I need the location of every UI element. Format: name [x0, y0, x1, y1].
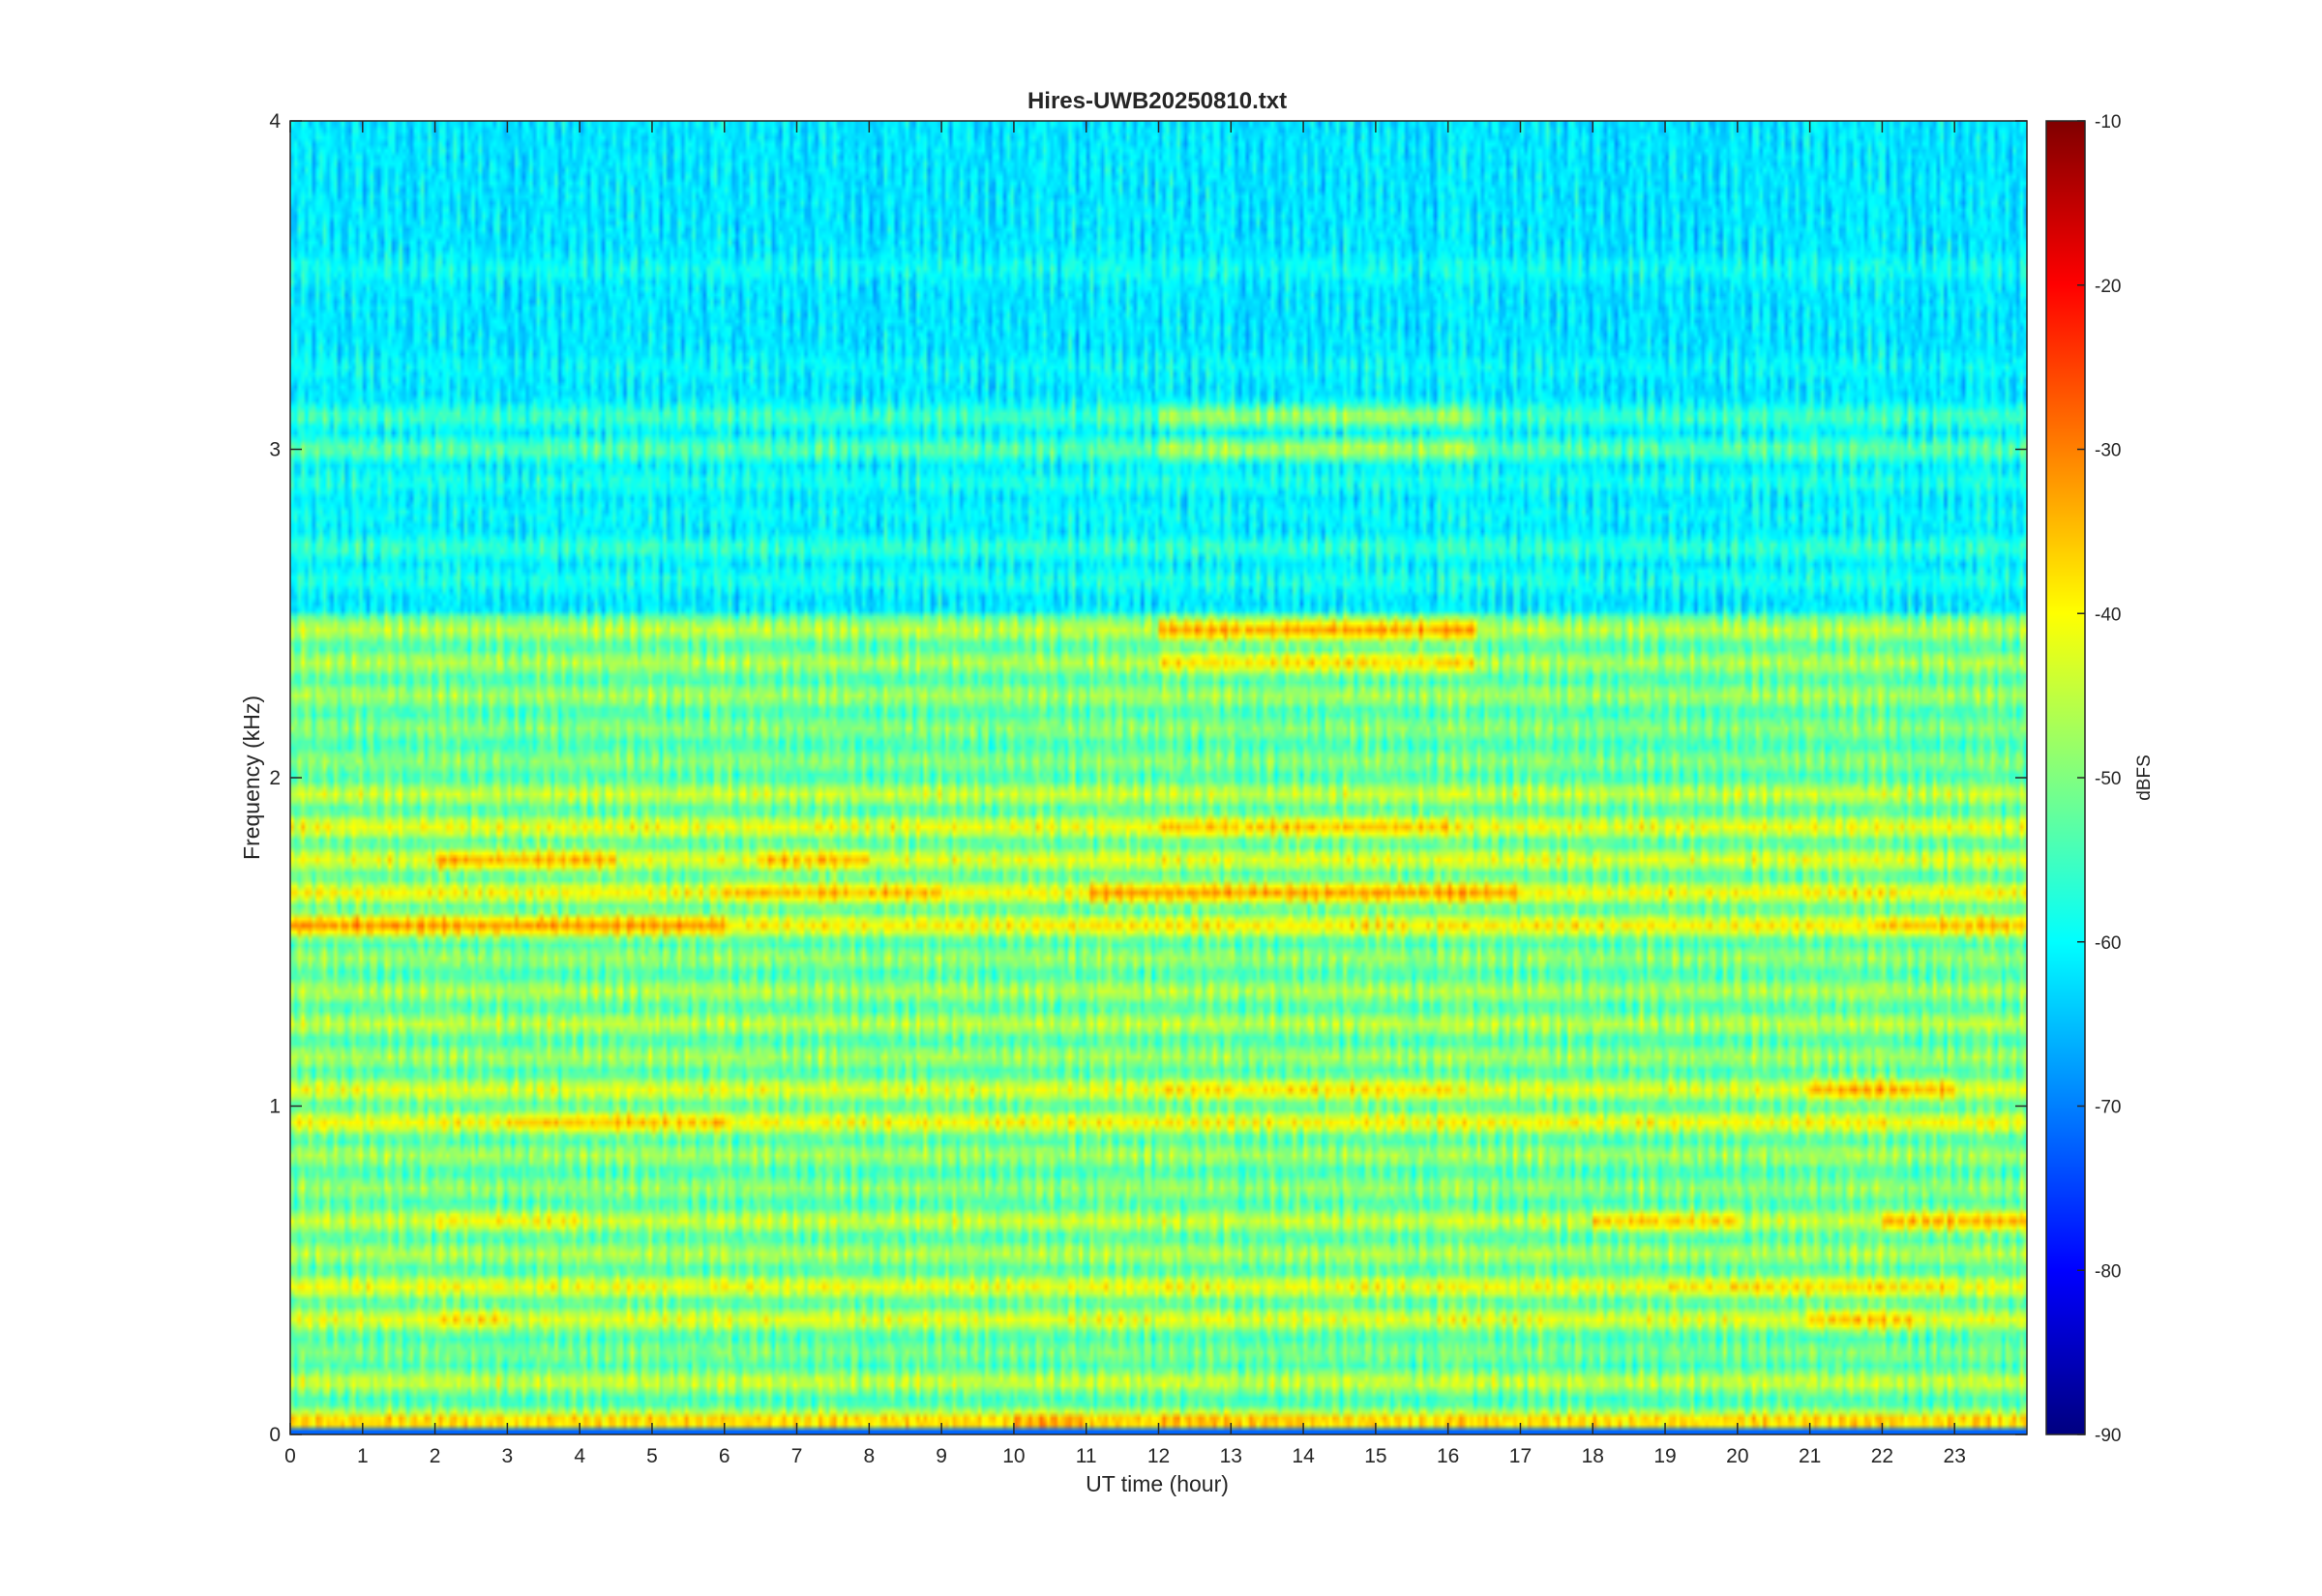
x-tick-label: 0 [284, 1445, 296, 1467]
x-axis-label: UT time (hour) [1086, 1471, 1229, 1496]
spectrogram-plot-area [289, 120, 2028, 1435]
x-tick-label: 21 [1799, 1445, 1821, 1467]
colorbar-tick-label: -20 [2095, 277, 2121, 297]
colorbar-label: dBFS [2134, 754, 2155, 801]
x-tick-label: 15 [1364, 1445, 1386, 1467]
y-tick-label: 2 [269, 767, 281, 789]
colorbar: -90 -80 -70 -60 -50 -40 -30 -20 -10 dBFS [2045, 112, 2155, 1446]
spectrogram-heatmap [290, 121, 2027, 1434]
x-tick-label: 3 [502, 1445, 514, 1467]
x-tick-label: 18 [1582, 1445, 1604, 1467]
x-tick-label: 4 [574, 1445, 585, 1467]
colorbar-tick-label: -70 [2095, 1098, 2121, 1118]
x-tick-label: 10 [1002, 1445, 1025, 1467]
x-tick-label: 14 [1292, 1445, 1315, 1467]
y-tick-label: 0 [269, 1424, 281, 1446]
x-tick-label: 16 [1437, 1445, 1459, 1467]
x-tick-label: 12 [1147, 1445, 1170, 1467]
colorbar-tick-label: -30 [2095, 441, 2121, 461]
x-tick-label: 20 [1726, 1445, 1748, 1467]
y-axis: 0 1 2 3 4 [269, 110, 2027, 1446]
y-tick-label: 3 [269, 439, 281, 461]
x-tick-label: 22 [1871, 1445, 1893, 1467]
x-axis: 0 1 2 3 4 5 6 7 8 9 10 11 12 13 14 15 16 17 18 19 20 21 22 23 [284, 121, 1966, 1467]
x-tick-label: 23 [1944, 1445, 1966, 1467]
x-tick-label: 6 [719, 1445, 730, 1467]
colorbar-tick-label: -60 [2095, 933, 2121, 954]
x-tick-label: 11 [1076, 1445, 1097, 1467]
colorbar-tick-label: -80 [2095, 1261, 2121, 1282]
chart-title: Hires-UWB20250810.txt [1027, 88, 1287, 114]
x-tick-label: 7 [791, 1445, 803, 1467]
colorbar-tick-label: -90 [2095, 1426, 2121, 1446]
colorbar-tick-label: -40 [2095, 605, 2121, 625]
colorbar-tick-label: -50 [2095, 769, 2121, 789]
y-axis-label: Frequency (kHz) [239, 695, 264, 860]
x-tick-label: 9 [936, 1445, 947, 1467]
x-tick-label: 2 [430, 1445, 441, 1467]
x-tick-label: 5 [646, 1445, 658, 1467]
x-tick-label: 17 [1509, 1445, 1532, 1467]
y-tick-label: 1 [269, 1096, 281, 1118]
colorbar-tick-label: -10 [2095, 112, 2121, 133]
x-tick-label: 8 [863, 1445, 875, 1467]
colorbar-ticks: -90 -80 -70 -60 -50 -40 -30 -20 -10 [2077, 112, 2121, 1446]
x-tick-label: 1 [357, 1445, 369, 1467]
y-tick-label: 4 [269, 110, 281, 133]
x-tick-label: 13 [1220, 1445, 1242, 1467]
x-tick-label: 19 [1653, 1445, 1676, 1467]
